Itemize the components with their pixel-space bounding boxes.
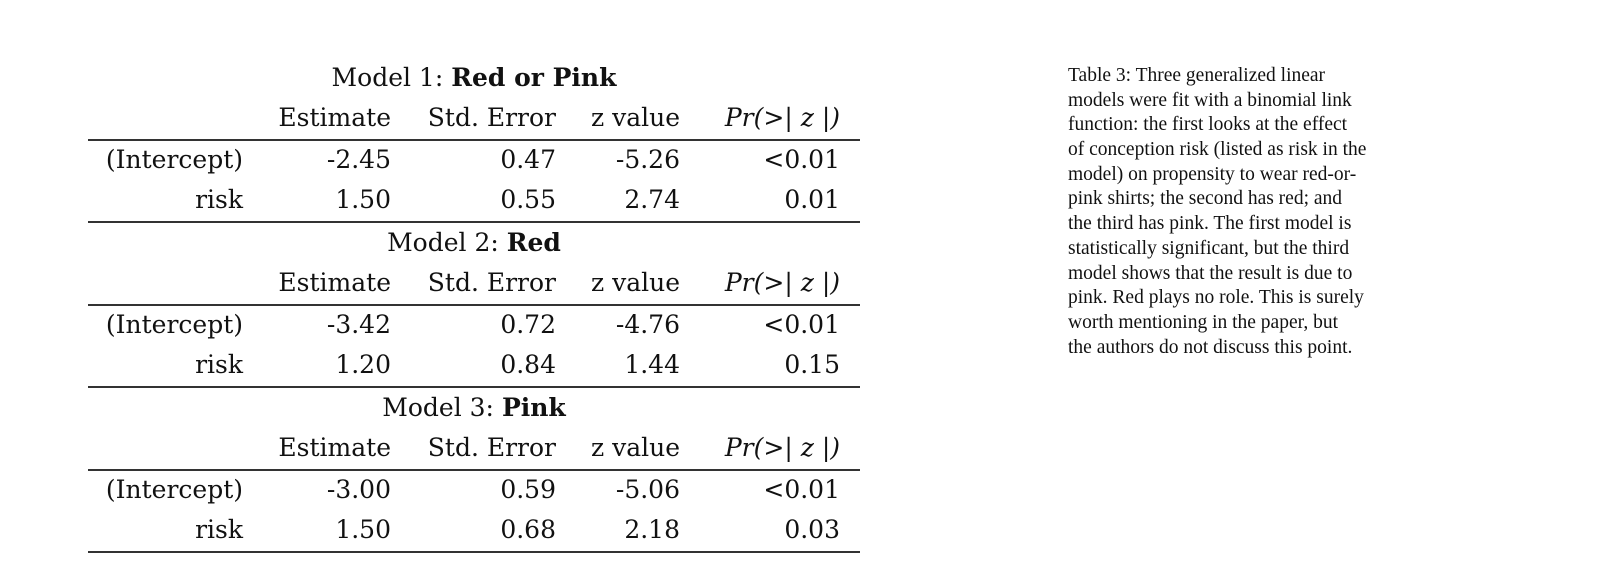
cell-value: 0.01 (784, 185, 840, 214)
caption-line: Table 3: Three generalized linear (1068, 65, 1326, 86)
row-label: (Intercept) (105, 145, 243, 174)
caption-line: model shows that the result is due to (1068, 262, 1353, 284)
rule (88, 304, 860, 306)
cell-value: -3.00 (326, 475, 391, 504)
cell-value: 1.20 (335, 350, 391, 379)
column-header: Pr(>| z |) (724, 268, 840, 297)
model-prefix: Model 2: (387, 228, 507, 257)
column-header: Estimate (278, 268, 391, 297)
caption-line: function: the first looks at the effect (1068, 114, 1348, 136)
row-label: risk (195, 185, 243, 214)
model-prefix: Model 1: (331, 63, 452, 92)
cell-value: <0.01 (763, 475, 840, 504)
column-header: Std. Error (427, 433, 556, 462)
column-header: Std. Error (427, 268, 556, 297)
cell-value: -3.42 (326, 310, 391, 339)
row-label: (Intercept) (105, 310, 243, 339)
caption-line: the third has pink. The first model is (1068, 213, 1352, 235)
column-header: z value (590, 433, 680, 462)
rule (88, 221, 860, 223)
model-title: Model 2: Red (88, 227, 860, 259)
model-block: Model 2: Red Estimate Std. Error z value Pr(… (88, 227, 860, 392)
cell-value: 0.55 (500, 185, 556, 214)
model-name: Red (506, 228, 561, 257)
row-label: risk (195, 515, 243, 544)
header-row: Estimate Std. Error z value Pr(>| z |) (88, 267, 860, 299)
cell-value: -2.45 (326, 145, 391, 174)
cell-value: 2.74 (624, 185, 680, 214)
column-header: Pr(>| z |) (724, 103, 840, 132)
cell-value: 1.44 (624, 350, 680, 379)
caption-line: the authors do not discuss this point. (1068, 336, 1353, 358)
model-block: Model 1: Red or Pink Estimate Std. Error z … (88, 62, 860, 227)
column-header: Std. Error (427, 103, 556, 132)
cell-value: -5.26 (615, 145, 680, 174)
column-header: z value (590, 268, 680, 297)
rule (88, 469, 860, 471)
cell-value: 1.50 (335, 185, 391, 214)
cell-value: -4.76 (615, 310, 680, 339)
caption-line: pink. Red plays no role. This is surely (1068, 287, 1364, 309)
column-header: Pr(>| z |) (724, 433, 840, 462)
column-header: Estimate (278, 103, 391, 132)
table-row: (Intercept) -3.00 0.59 -5.06 <0.01 (88, 474, 860, 506)
cell-value: 2.18 (624, 515, 680, 544)
caption-line: model) on propensity to wear red-or- (1068, 163, 1357, 185)
model-title: Model 3: Pink (88, 392, 860, 424)
model-name: Red or Pink (451, 63, 617, 92)
model-name: Pink (501, 393, 566, 422)
cell-value: 1.50 (335, 515, 391, 544)
cell-value: -5.06 (615, 475, 680, 504)
caption-line: statistically significant, but the third (1068, 237, 1350, 259)
header-row: Estimate Std. Error z value Pr(>| z |) (88, 102, 860, 134)
table-row: risk 1.50 0.68 2.18 0.03 (88, 514, 860, 546)
row-label: risk (195, 350, 243, 379)
caption-line: pink shirts; the second has red; and (1068, 188, 1343, 210)
table-row: risk 1.50 0.55 2.74 0.01 (88, 184, 860, 216)
caption-line: worth mentioning in the paper, but (1068, 311, 1339, 333)
rule (88, 386, 860, 388)
model-block: Model 3: Pink Estimate Std. Error z value Pr… (88, 392, 860, 557)
caption-line: models were fit with a binomial link (1068, 89, 1352, 111)
column-header: Estimate (278, 433, 391, 462)
model-prefix: Model 3: (382, 393, 502, 422)
table-row: risk 1.20 0.84 1.44 0.15 (88, 349, 860, 381)
cell-value: 0.72 (500, 310, 556, 339)
cell-value: <0.01 (763, 310, 840, 339)
row-label: (Intercept) (105, 475, 243, 504)
table-row: (Intercept) -3.42 0.72 -4.76 <0.01 (88, 309, 860, 341)
cell-value: 0.59 (500, 475, 556, 504)
cell-value: 0.84 (500, 350, 556, 379)
cell-value: 0.68 (500, 515, 556, 544)
cell-value: 0.15 (784, 350, 840, 379)
model-title: Model 1: Red or Pink (88, 62, 860, 94)
cell-value: 0.03 (784, 515, 840, 544)
cell-value: <0.01 (763, 145, 840, 174)
rule (88, 139, 860, 141)
cell-value: 0.47 (500, 145, 556, 174)
rule (88, 551, 860, 553)
header-row: Estimate Std. Error z value Pr(>| z |) (88, 432, 860, 464)
table-caption: Table 3: Three generalized linear models … (1068, 64, 1366, 360)
column-header: z value (590, 103, 680, 132)
caption-line: of conception risk (listed as risk in th… (1068, 139, 1367, 161)
table-row: (Intercept) -2.45 0.47 -5.26 <0.01 (88, 144, 860, 176)
